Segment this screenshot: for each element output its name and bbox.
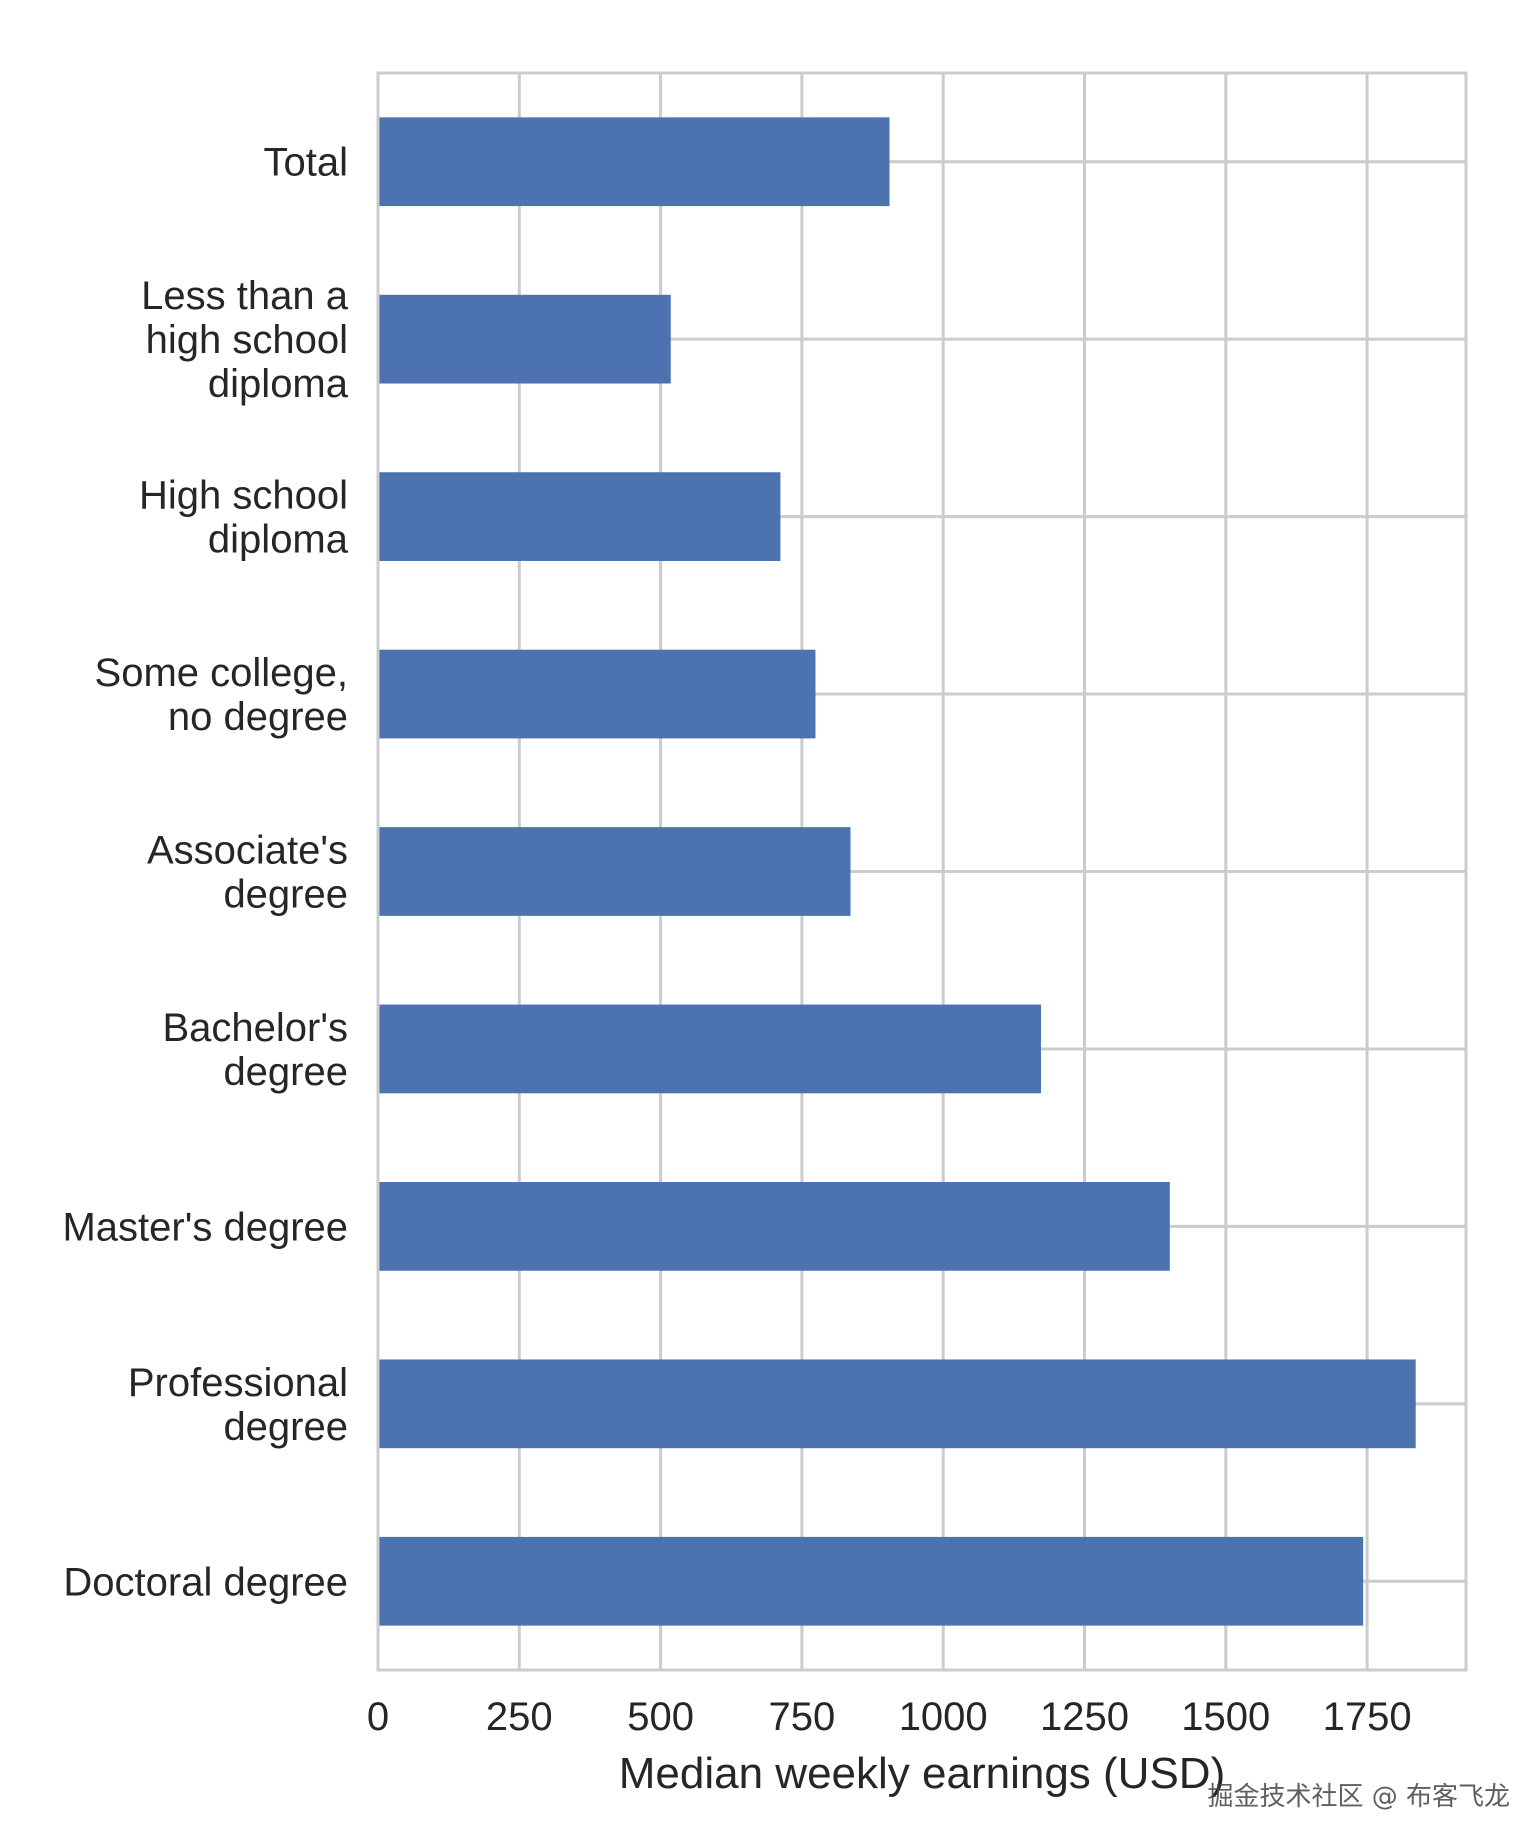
category-label-line: Professional bbox=[128, 1361, 348, 1405]
plot-frame bbox=[376, 71, 1468, 1672]
bars bbox=[378, 117, 1416, 1626]
category-label-line: diploma bbox=[208, 362, 349, 406]
bar bbox=[378, 827, 851, 916]
x-tick-label: 1500 bbox=[1181, 1695, 1270, 1739]
category-label-line: Doctoral degree bbox=[63, 1560, 348, 1604]
category-label: Professional degree bbox=[128, 1361, 348, 1449]
category-label: Master's degree bbox=[62, 1205, 348, 1249]
category-label-line: degree bbox=[223, 873, 348, 917]
category-label-line: degree bbox=[223, 1405, 348, 1449]
category-label-line: Bachelor's bbox=[162, 1006, 348, 1050]
x-tick-label: 1750 bbox=[1323, 1695, 1412, 1739]
category-label: Bachelor's degree bbox=[162, 1006, 348, 1094]
category-label-line: degree bbox=[223, 1050, 348, 1094]
bar bbox=[378, 472, 781, 561]
category-label-line: Some college, bbox=[95, 651, 348, 695]
bar bbox=[378, 649, 816, 739]
x-tick-label: 750 bbox=[769, 1695, 836, 1739]
category-label-line: Less than a bbox=[141, 274, 349, 318]
category-label: High school diploma bbox=[139, 474, 349, 562]
category-label: Total bbox=[264, 141, 349, 185]
category-label-line: Total bbox=[264, 141, 349, 185]
category-label-line: High school bbox=[139, 474, 348, 518]
x-tick-label: 0 bbox=[367, 1695, 389, 1739]
bar bbox=[378, 1182, 1170, 1271]
category-label: Less than a high school diploma bbox=[141, 274, 349, 406]
category-label: Associate's degree bbox=[147, 829, 348, 917]
x-axis-title: Median weekly earnings (USD) bbox=[619, 1749, 1225, 1798]
x-tick-label: 250 bbox=[486, 1695, 553, 1739]
category-label: Doctoral degree bbox=[63, 1560, 348, 1604]
category-label-line: diploma bbox=[208, 518, 349, 562]
category-label: Some college, no degree bbox=[95, 651, 348, 739]
category-label-line: high school bbox=[146, 318, 348, 362]
x-tick-label: 1250 bbox=[1040, 1695, 1129, 1739]
bar bbox=[378, 1004, 1041, 1094]
bar bbox=[378, 1536, 1364, 1626]
category-label-line: no degree bbox=[168, 695, 348, 739]
bar bbox=[378, 294, 671, 384]
x-tick-labels: 0 250 500 750 1000 1250 1500 1750 bbox=[367, 1695, 1412, 1739]
bar bbox=[378, 1359, 1416, 1449]
category-label-line: Associate's bbox=[147, 829, 348, 873]
x-tick-label: 500 bbox=[627, 1695, 694, 1739]
bar bbox=[378, 117, 890, 207]
watermark: 掘金技术社区 @ 布客飞龙 bbox=[1207, 1782, 1510, 1812]
x-tick-label: 1000 bbox=[899, 1695, 988, 1739]
category-label-line: Master's degree bbox=[62, 1205, 348, 1249]
